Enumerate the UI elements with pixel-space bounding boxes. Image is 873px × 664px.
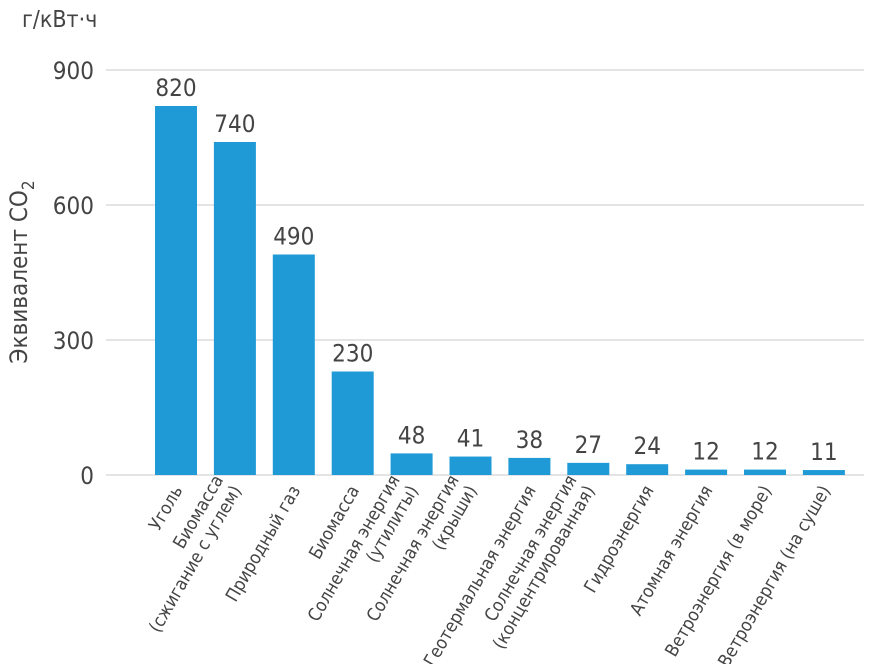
- value-labels: 820 740 490 230 48 41 38 27 24 12 12 11: [155, 74, 837, 466]
- value-label: 490: [273, 223, 314, 251]
- category-label-line: Ветроэнергия (на суше): [714, 482, 835, 664]
- y-tick-label: 300: [53, 327, 94, 355]
- bar: [213, 142, 256, 475]
- bars: [155, 106, 845, 475]
- value-label: 820: [155, 74, 196, 102]
- value-label: 27: [575, 431, 602, 459]
- value-label: 12: [751, 438, 778, 466]
- value-label: 38: [516, 426, 543, 454]
- category-label: Биомасса(сжигание с углем): [145, 472, 246, 637]
- bar: [802, 470, 845, 475]
- bar: [155, 106, 197, 475]
- category-label: Ветроэнергия (в море): [661, 482, 776, 661]
- bar: [272, 254, 315, 475]
- y-tick-label: 0: [80, 462, 94, 490]
- bar: [331, 371, 374, 475]
- bar: [626, 464, 669, 475]
- value-label: 740: [214, 110, 255, 138]
- y-tick-label: 600: [53, 192, 94, 220]
- value-label: 12: [692, 438, 719, 466]
- unit-label: г/кВт·ч: [22, 7, 97, 33]
- y-axis-title: Эквивалент CO2: [5, 180, 39, 363]
- bar: [744, 469, 786, 475]
- bar: [508, 457, 551, 475]
- value-label: 11: [810, 438, 837, 466]
- category-label: Ветроэнергия (на суше): [714, 482, 835, 664]
- value-label: 230: [332, 340, 373, 368]
- value-label: 48: [398, 421, 425, 449]
- y-axis-ticks: 0 300 600 900: [53, 57, 94, 490]
- y-tick-label: 900: [53, 57, 94, 85]
- bar: [390, 453, 433, 475]
- value-label: 41: [457, 425, 484, 453]
- bar: [449, 456, 492, 475]
- category-label-line: Ветроэнергия (в море): [661, 482, 776, 661]
- value-label: 24: [633, 432, 660, 460]
- bar: [685, 469, 728, 475]
- bar: [567, 462, 610, 475]
